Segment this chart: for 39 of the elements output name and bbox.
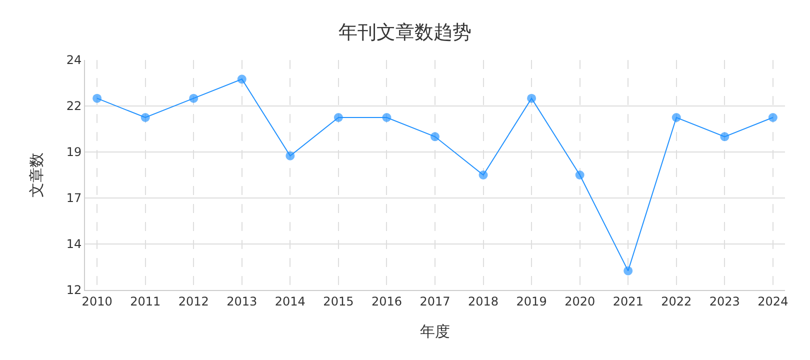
x-axis-title: 年度 — [420, 322, 450, 340]
x-tick-label: 2023 — [709, 294, 740, 308]
x-tick-label: 2015 — [323, 294, 354, 308]
point — [382, 113, 392, 122]
point — [189, 94, 198, 103]
y-tick-label: 19 — [66, 145, 82, 160]
y-tick-label: 17 — [66, 191, 82, 206]
point — [92, 94, 102, 103]
x-tick-label: 2018 — [468, 294, 499, 308]
point — [237, 74, 246, 84]
x-tick-label: 2019 — [516, 294, 547, 308]
chart-title: 年刊文章数趋势 — [338, 22, 472, 44]
point — [624, 266, 633, 276]
point — [768, 113, 778, 122]
x-tick-label: 2021 — [612, 294, 644, 308]
x-tick-label: 2016 — [371, 294, 402, 308]
point — [334, 113, 343, 122]
point — [430, 132, 440, 142]
y-tick-label: 12 — [66, 283, 82, 298]
x-tick-label: 2011 — [130, 294, 161, 308]
x-tick-label: 2024 — [758, 294, 788, 308]
x-tick-label: 2013 — [226, 294, 258, 308]
x-tick-label: 2022 — [661, 294, 692, 308]
point — [140, 113, 150, 122]
y-tick-label: 22 — [66, 99, 82, 114]
point — [527, 94, 536, 103]
x-tick-label: 2012 — [178, 294, 209, 308]
point — [478, 170, 488, 180]
point — [720, 132, 730, 142]
y-axis-title: 文章数 — [28, 152, 46, 198]
y-tick-label: 24 — [66, 53, 82, 68]
x-tick-label: 2020 — [564, 294, 596, 308]
point — [672, 113, 681, 122]
x-tick-label: 2010 — [82, 294, 112, 308]
y-tick-label: 14 — [66, 237, 82, 252]
point — [575, 170, 584, 180]
point — [286, 151, 295, 160]
x-tick-label: 2017 — [420, 294, 450, 308]
x-tick-label: 2014 — [274, 294, 306, 308]
